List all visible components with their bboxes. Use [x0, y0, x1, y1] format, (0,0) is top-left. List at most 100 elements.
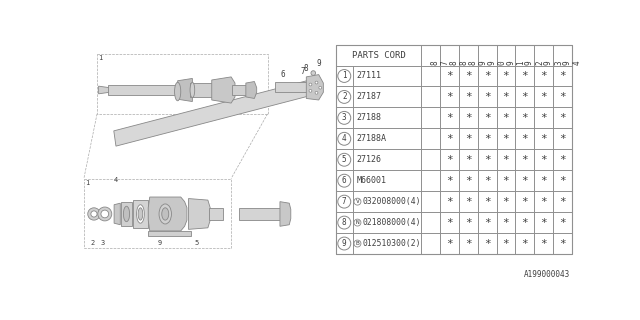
Text: 3: 3 — [100, 240, 104, 246]
Text: *: * — [502, 92, 509, 102]
Text: *: * — [484, 92, 490, 102]
Bar — [148, 231, 191, 236]
Circle shape — [309, 90, 312, 92]
Bar — [515, 170, 534, 191]
Bar — [459, 44, 477, 66]
Text: 8
8: 8 8 — [449, 60, 468, 65]
Bar — [239, 208, 282, 220]
Text: *: * — [484, 155, 490, 165]
Bar — [421, 149, 440, 170]
Text: *: * — [540, 155, 547, 165]
Text: *: * — [559, 71, 566, 81]
Text: *: * — [522, 134, 528, 144]
Text: *: * — [465, 113, 472, 123]
Text: *: * — [484, 196, 490, 207]
Bar — [477, 128, 497, 149]
Bar — [459, 191, 477, 212]
Circle shape — [88, 208, 100, 220]
Bar — [459, 66, 477, 86]
Text: *: * — [540, 71, 547, 81]
Bar — [515, 86, 534, 108]
Bar — [497, 66, 515, 86]
Text: *: * — [540, 176, 547, 186]
Bar — [553, 44, 572, 66]
Text: 2: 2 — [342, 92, 347, 101]
Bar — [336, 44, 572, 254]
Polygon shape — [212, 77, 235, 103]
Bar — [440, 128, 459, 149]
Text: 012510300(2): 012510300(2) — [363, 239, 421, 248]
Text: *: * — [502, 176, 509, 186]
Text: 9
4: 9 4 — [563, 60, 582, 65]
Text: 5: 5 — [342, 155, 347, 164]
Bar — [459, 212, 477, 233]
Text: 9
2: 9 2 — [525, 60, 544, 65]
Text: *: * — [484, 238, 490, 249]
Bar — [477, 149, 497, 170]
Bar — [440, 149, 459, 170]
Text: V: V — [356, 199, 359, 204]
Text: *: * — [522, 113, 528, 123]
Bar — [553, 212, 572, 233]
Text: *: * — [502, 134, 509, 144]
Bar — [336, 233, 353, 254]
Bar — [534, 66, 553, 86]
Text: 8: 8 — [342, 218, 347, 227]
Text: *: * — [502, 113, 509, 123]
Bar — [440, 191, 459, 212]
Text: 7: 7 — [300, 67, 305, 76]
Bar — [553, 191, 572, 212]
Bar — [534, 86, 553, 108]
Bar — [459, 128, 477, 149]
Bar — [477, 191, 497, 212]
Bar — [497, 44, 515, 66]
Polygon shape — [114, 203, 120, 225]
Text: 27188: 27188 — [356, 113, 381, 122]
Bar — [275, 82, 308, 92]
Bar — [440, 170, 459, 191]
Bar — [497, 233, 515, 254]
Bar — [534, 44, 553, 66]
Bar — [353, 191, 421, 212]
Text: 021808000(4): 021808000(4) — [363, 218, 421, 227]
Bar — [515, 233, 534, 254]
Bar — [421, 212, 440, 233]
Text: 27187: 27187 — [356, 92, 381, 101]
Text: N: N — [356, 220, 359, 225]
Bar — [497, 149, 515, 170]
Ellipse shape — [136, 205, 145, 223]
Bar — [440, 44, 459, 66]
Text: 9
3: 9 3 — [544, 60, 563, 65]
Bar — [553, 149, 572, 170]
Text: 9
0: 9 0 — [487, 60, 506, 65]
Text: 1: 1 — [85, 180, 90, 186]
Text: A199000043: A199000043 — [524, 270, 570, 279]
Ellipse shape — [138, 208, 143, 220]
Ellipse shape — [175, 82, 180, 101]
Text: *: * — [522, 92, 528, 102]
Bar — [553, 233, 572, 254]
Bar — [336, 108, 353, 128]
Text: *: * — [559, 134, 566, 144]
Circle shape — [91, 211, 97, 217]
Bar — [353, 233, 421, 254]
Bar — [440, 86, 459, 108]
Polygon shape — [246, 82, 257, 99]
Bar — [553, 128, 572, 149]
Text: PARTS CORD: PARTS CORD — [351, 51, 405, 60]
Bar — [232, 85, 248, 95]
Bar — [553, 170, 572, 191]
Bar — [515, 212, 534, 233]
Text: 6: 6 — [342, 176, 347, 185]
Bar — [440, 233, 459, 254]
Bar — [459, 108, 477, 128]
Bar — [534, 149, 553, 170]
Bar — [534, 128, 553, 149]
Text: 4: 4 — [342, 134, 347, 143]
Bar — [132, 200, 148, 228]
Bar — [353, 212, 421, 233]
Bar — [515, 66, 534, 86]
Text: *: * — [559, 176, 566, 186]
Bar — [336, 66, 353, 86]
Bar — [515, 191, 534, 212]
